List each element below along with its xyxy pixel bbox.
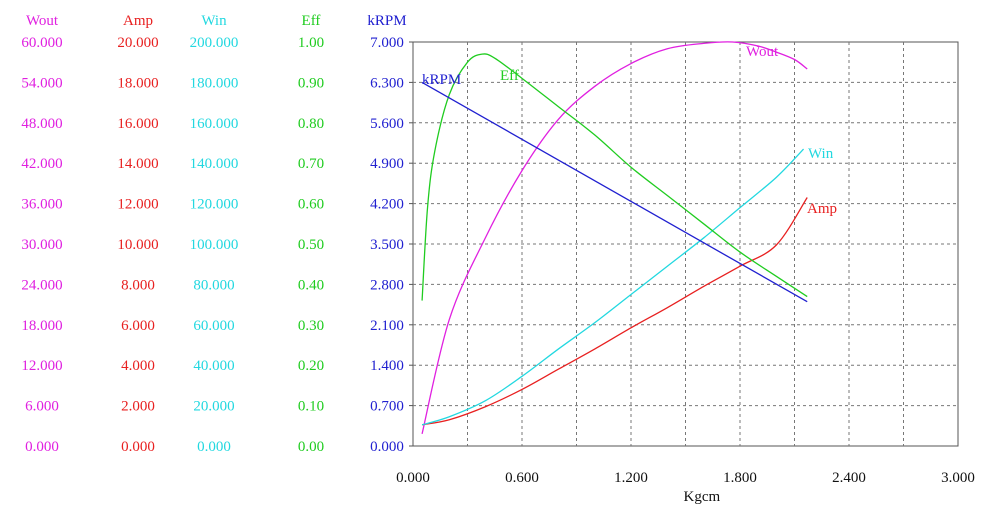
y-tick-label-eff: 0.80 bbox=[298, 116, 324, 132]
series-lines bbox=[421, 41, 808, 435]
y-tick-label-amp: 18.000 bbox=[117, 75, 158, 91]
series-line-eff bbox=[421, 53, 808, 301]
y-tick-label-krpm: 5.600 bbox=[370, 116, 404, 132]
y-tick-label-wout: 30.000 bbox=[21, 237, 62, 253]
x-axis-label: Kgcm bbox=[684, 489, 721, 505]
x-tick-label: 0.600 bbox=[505, 470, 539, 486]
y-tick-label-krpm: 4.200 bbox=[370, 197, 404, 213]
y-tick-label-win: 200.000 bbox=[190, 35, 239, 51]
y-tick-label-krpm: 0.700 bbox=[370, 399, 404, 415]
y-tick-label-eff: 0.10 bbox=[298, 399, 324, 415]
y-tick-label-krpm: 2.800 bbox=[370, 277, 404, 293]
y-tick-label-amp: 0.000 bbox=[121, 439, 155, 455]
y-tick-label-eff: 0.00 bbox=[298, 439, 324, 455]
y-tick-label-krpm: 6.300 bbox=[370, 75, 404, 91]
x-tick-label: 1.800 bbox=[723, 470, 757, 486]
series-labels: Wout Amp Win Eff kRPM bbox=[422, 44, 837, 217]
y-tick-label-wout: 60.000 bbox=[21, 35, 62, 51]
series-label-krpm: kRPM bbox=[422, 72, 461, 88]
y-tick-label-eff: 1.00 bbox=[298, 35, 324, 51]
x-tick-label: 2.400 bbox=[832, 470, 866, 486]
y-tick-label-eff: 0.60 bbox=[298, 197, 324, 213]
series-label-amp: Amp bbox=[807, 201, 837, 217]
y-tick-label-amp: 10.000 bbox=[117, 237, 158, 253]
series-label-win: Win bbox=[808, 146, 834, 162]
y-tick-label-win: 180.000 bbox=[190, 75, 239, 91]
axis-header-win: Win bbox=[201, 13, 227, 29]
grid bbox=[409, 41, 959, 447]
y-tick-label-amp: 4.000 bbox=[121, 358, 155, 374]
y-tick-label-eff: 0.40 bbox=[298, 277, 324, 293]
y-tick-label-eff: 0.20 bbox=[298, 358, 324, 374]
y-tick-label-eff: 0.30 bbox=[298, 318, 324, 334]
y-tick-label-win: 100.000 bbox=[190, 237, 239, 253]
y-tick-label-wout: 42.000 bbox=[21, 156, 62, 172]
y-tick-label-wout: 12.000 bbox=[21, 358, 62, 374]
y-tick-label-wout: 48.000 bbox=[21, 116, 62, 132]
y-tick-label-amp: 16.000 bbox=[117, 116, 158, 132]
y-tick-label-krpm: 3.500 bbox=[370, 237, 404, 253]
x-tick-label: 0.000 bbox=[396, 470, 430, 486]
y-tick-label-win: 160.000 bbox=[190, 116, 239, 132]
y-tick-label-wout: 0.000 bbox=[25, 439, 59, 455]
y-tick-label-wout: 24.000 bbox=[21, 277, 62, 293]
y-tick-label-amp: 8.000 bbox=[121, 277, 155, 293]
y-tick-label-wout: 36.000 bbox=[21, 197, 62, 213]
axis-header-krpm: kRPM bbox=[367, 13, 406, 29]
x-axis: 0.000 0.600 1.200 1.800 2.400 3.000 Kgcm bbox=[396, 470, 975, 505]
y-tick-label-win: 0.000 bbox=[197, 439, 231, 455]
y-tick-label-eff: 0.90 bbox=[298, 75, 324, 91]
y-tick-label-eff: 0.70 bbox=[298, 156, 324, 172]
axis-header-amp: Amp bbox=[123, 13, 153, 29]
y-tick-label-krpm: 2.100 bbox=[370, 318, 404, 334]
axis-header-eff: Eff bbox=[302, 13, 321, 29]
series-line-krpm bbox=[421, 81, 808, 303]
y-axes: Wout 0.000 6.000 12.000 18.000 24.000 30.000 36… bbox=[21, 13, 406, 455]
y-tick-label-amp: 12.000 bbox=[117, 197, 158, 213]
y-tick-label-krpm: 1.400 bbox=[370, 358, 404, 374]
series-line-amp bbox=[421, 197, 808, 426]
series-line-win bbox=[421, 148, 805, 426]
y-tick-label-win: 140.000 bbox=[190, 156, 239, 172]
y-tick-label-amp: 14.000 bbox=[117, 156, 158, 172]
y-tick-label-amp: 20.000 bbox=[117, 35, 158, 51]
y-tick-label-win: 20.000 bbox=[193, 399, 234, 415]
y-tick-label-krpm: 4.900 bbox=[370, 156, 404, 172]
y-tick-label-krpm: 7.000 bbox=[370, 35, 404, 51]
y-tick-label-win: 60.000 bbox=[193, 318, 234, 334]
series-label-wout: Wout bbox=[746, 44, 779, 60]
x-tick-label: 1.200 bbox=[614, 470, 648, 486]
y-tick-label-win: 120.000 bbox=[190, 197, 239, 213]
axis-header-wout: Wout bbox=[26, 13, 59, 29]
y-tick-label-amp: 6.000 bbox=[121, 318, 155, 334]
y-tick-label-wout: 6.000 bbox=[25, 399, 59, 415]
y-tick-label-eff: 0.50 bbox=[298, 237, 324, 253]
y-tick-label-wout: 54.000 bbox=[21, 75, 62, 91]
x-tick-label: 3.000 bbox=[941, 470, 975, 486]
y-tick-label-wout: 18.000 bbox=[21, 318, 62, 334]
y-tick-label-krpm: 0.000 bbox=[370, 439, 404, 455]
y-tick-label-amp: 2.000 bbox=[121, 399, 155, 415]
y-tick-label-win: 40.000 bbox=[193, 358, 234, 374]
y-tick-label-win: 80.000 bbox=[193, 277, 234, 293]
series-label-eff: Eff bbox=[500, 68, 519, 84]
series-line-wout bbox=[421, 41, 808, 435]
